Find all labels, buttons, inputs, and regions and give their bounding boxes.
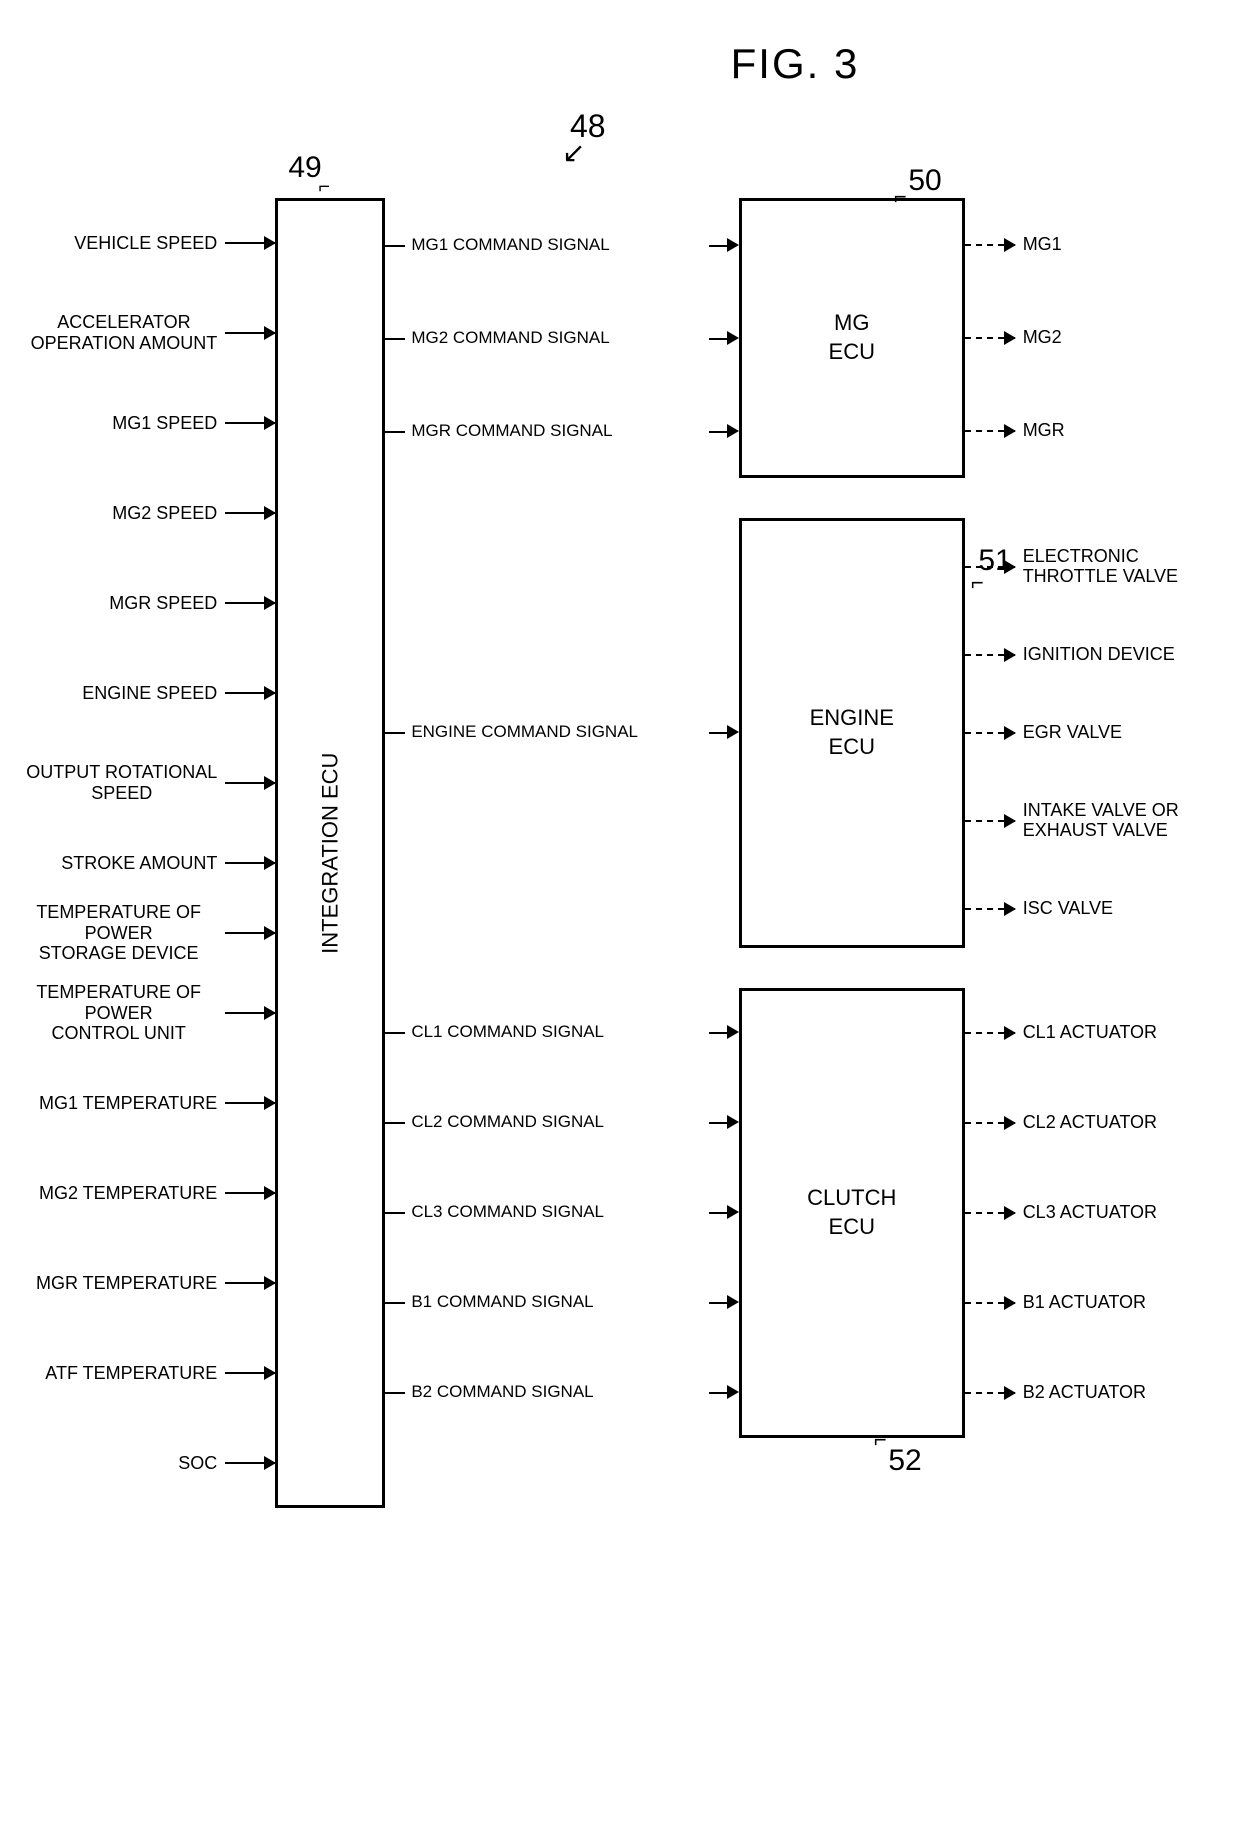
outputs-column: MG1 MG2 MGR ELECTRONIC THROTTLE VALVE IG… — [965, 198, 1220, 1508]
ref-49-arrow: ⌐ — [318, 176, 330, 199]
signal-label: CL2 COMMAND SIGNAL — [405, 1110, 709, 1134]
ref-48-arrow: ↙ — [562, 136, 585, 169]
dashed-arrow-icon — [965, 337, 1015, 339]
output-label: MG1 — [1015, 235, 1062, 255]
block-diagram: VEHICLE SPEED ACCELERATOR OPERATION AMOU… — [20, 198, 1220, 1508]
input-label: MG2 TEMPERATURE — [39, 1183, 225, 1204]
dashed-arrow-icon — [965, 566, 1015, 568]
output-label: CL3 ACTUATOR — [1015, 1203, 1157, 1223]
dashed-arrow-icon — [965, 908, 1015, 910]
output-label: CL2 ACTUATOR — [1015, 1113, 1157, 1133]
dashed-arrow-icon — [965, 1212, 1015, 1214]
signal-label: B1 COMMAND SIGNAL — [405, 1290, 709, 1314]
dashed-arrow-icon — [965, 654, 1015, 656]
figure-title: FIG. 3 — [370, 40, 1220, 88]
output-label: CL1 ACTUATOR — [1015, 1023, 1157, 1043]
input-label: MGR SPEED — [109, 593, 225, 614]
arrow-icon — [225, 782, 275, 784]
output-label: INTAKE VALVE OR EXHAUST VALVE — [1015, 801, 1179, 841]
system-ref: 48 ↙ — [570, 108, 1220, 168]
output-label: EGR VALVE — [1015, 723, 1122, 743]
output-label: ELECTRONIC THROTTLE VALVE — [1015, 547, 1178, 587]
ref-49: 49 — [288, 151, 321, 185]
input-label: ATF TEMPERATURE — [45, 1363, 225, 1384]
dashed-arrow-icon — [965, 1302, 1015, 1304]
arrow-icon — [225, 1282, 275, 1284]
arrow-icon — [225, 1462, 275, 1464]
output-label: B2 ACTUATOR — [1015, 1383, 1146, 1403]
ref-52: 52 — [888, 1441, 921, 1480]
input-label: MG2 SPEED — [112, 503, 225, 524]
arrow-icon — [225, 242, 275, 244]
ref-51-arrow: ⌐ — [971, 569, 984, 598]
input-label: SOC — [178, 1453, 225, 1474]
ref-52-arrow: ⌐ — [874, 1426, 887, 1455]
clutch-outputs: CL1 ACTUATOR CL2 ACTUATOR CL3 ACTUATOR B… — [965, 988, 1220, 1438]
input-label: MG1 TEMPERATURE — [39, 1093, 225, 1114]
dashed-arrow-icon — [965, 732, 1015, 734]
output-label: B1 ACTUATOR — [1015, 1293, 1146, 1313]
arrow-icon — [225, 512, 275, 514]
engine-outputs: ELECTRONIC THROTTLE VALVE IGNITION DEVIC… — [965, 518, 1220, 948]
ref-50: 50 — [908, 161, 941, 200]
arrow-icon — [225, 932, 275, 934]
arrow-icon — [225, 862, 275, 864]
arrow-icon — [225, 1012, 275, 1014]
input-label: MG1 SPEED — [112, 413, 225, 434]
input-label: OUTPUT ROTATIONAL SPEED — [26, 762, 225, 803]
input-label: VEHICLE SPEED — [74, 233, 225, 254]
dashed-arrow-icon — [965, 430, 1015, 432]
inputs-column: VEHICLE SPEED ACCELERATOR OPERATION AMOU… — [20, 198, 275, 1508]
arrow-icon — [225, 332, 275, 334]
dashed-arrow-icon — [965, 1392, 1015, 1394]
clutch-ecu-box: 52 ⌐ CLUTCH ECU — [739, 988, 965, 1438]
signals-column: MG1 COMMAND SIGNAL MG2 COMMAND SIGNAL MG… — [385, 198, 739, 1508]
dashed-arrow-icon — [965, 1122, 1015, 1124]
signal-label: MG1 COMMAND SIGNAL — [405, 233, 709, 257]
arrow-icon — [225, 1192, 275, 1194]
ref-50-arrow: ⌐ — [894, 183, 907, 212]
ecu-column: 50 ⌐ MG ECU 51 ⌐ ENGINE ECU 52 ⌐ CLUTCH … — [739, 198, 965, 1508]
clutch-ecu-label: CLUTCH ECU — [807, 1184, 896, 1241]
mg-ecu-box: 50 ⌐ MG ECU — [739, 198, 965, 478]
arrow-icon — [225, 1102, 275, 1104]
output-label: IGNITION DEVICE — [1015, 645, 1175, 665]
dashed-arrow-icon — [965, 1032, 1015, 1034]
signal-label: MGR COMMAND SIGNAL — [405, 419, 709, 443]
arrow-icon — [225, 422, 275, 424]
input-label: TEMPERATURE OF POWER STORAGE DEVICE — [20, 902, 225, 964]
input-label: MGR TEMPERATURE — [36, 1273, 225, 1294]
output-label: ISC VALVE — [1015, 899, 1113, 919]
signal-label: CL1 COMMAND SIGNAL — [405, 1020, 709, 1044]
input-label: ACCELERATOR OPERATION AMOUNT — [31, 312, 226, 353]
arrow-icon — [225, 1372, 275, 1374]
signal-label: MG2 COMMAND SIGNAL — [405, 326, 709, 350]
output-label: MGR — [1015, 421, 1065, 441]
arrow-icon — [225, 602, 275, 604]
engine-ecu-box: 51 ⌐ ENGINE ECU — [739, 518, 965, 948]
dashed-arrow-icon — [965, 820, 1015, 822]
signal-label: B2 COMMAND SIGNAL — [405, 1380, 709, 1404]
input-label: ENGINE SPEED — [82, 683, 225, 704]
signal-label: ENGINE COMMAND SIGNAL — [405, 720, 709, 744]
mg-ecu-label: MG ECU — [829, 309, 875, 366]
integration-ecu-label: INTEGRATION ECU — [317, 752, 343, 953]
input-label: TEMPERATURE OF POWER CONTROL UNIT — [20, 982, 225, 1044]
signal-label: CL3 COMMAND SIGNAL — [405, 1200, 709, 1224]
arrow-icon — [225, 692, 275, 694]
engine-ecu-label: ENGINE ECU — [810, 704, 894, 761]
dashed-arrow-icon — [965, 244, 1015, 246]
output-label: MG2 — [1015, 328, 1062, 348]
integration-ecu-box: 49 ⌐ INTEGRATION ECU — [275, 198, 385, 1508]
input-label: STROKE AMOUNT — [61, 853, 225, 874]
mg-outputs: MG1 MG2 MGR — [965, 198, 1220, 478]
